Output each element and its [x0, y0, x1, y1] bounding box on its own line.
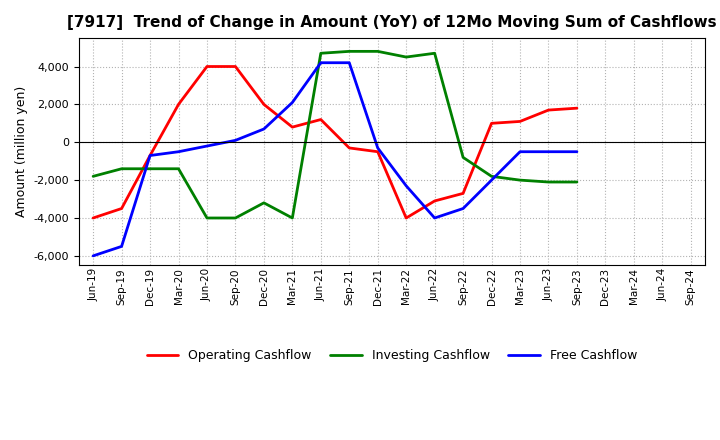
Free Cashflow [374, 145, 382, 150]
Operating Cashflow [117, 206, 126, 211]
Operating Cashflow [231, 64, 240, 69]
Free Cashflow [544, 149, 553, 154]
Line: Investing Cashflow: Investing Cashflow [93, 51, 577, 218]
Operating Cashflow [402, 215, 410, 220]
Operating Cashflow [260, 102, 269, 107]
Investing Cashflow [89, 174, 97, 179]
Line: Operating Cashflow: Operating Cashflow [93, 66, 577, 218]
Operating Cashflow [572, 106, 581, 111]
Free Cashflow [202, 143, 211, 149]
Investing Cashflow [459, 155, 467, 160]
Free Cashflow [487, 177, 496, 183]
Investing Cashflow [374, 49, 382, 54]
Operating Cashflow [516, 119, 524, 124]
Investing Cashflow [516, 177, 524, 183]
Investing Cashflow [431, 51, 439, 56]
Investing Cashflow [288, 215, 297, 220]
Operating Cashflow [317, 117, 325, 122]
Investing Cashflow [572, 180, 581, 185]
Free Cashflow [145, 153, 154, 158]
Free Cashflow [345, 60, 354, 66]
Operating Cashflow [145, 153, 154, 158]
Free Cashflow [459, 206, 467, 211]
Investing Cashflow [544, 180, 553, 185]
Operating Cashflow [459, 191, 467, 196]
Investing Cashflow [231, 215, 240, 220]
Investing Cashflow [345, 49, 354, 54]
Investing Cashflow [174, 166, 183, 172]
Investing Cashflow [402, 55, 410, 60]
Free Cashflow [572, 149, 581, 154]
Y-axis label: Amount (million yen): Amount (million yen) [15, 86, 28, 217]
Investing Cashflow [260, 200, 269, 205]
Free Cashflow [516, 149, 524, 154]
Free Cashflow [260, 126, 269, 132]
Free Cashflow [431, 215, 439, 220]
Investing Cashflow [317, 51, 325, 56]
Operating Cashflow [288, 125, 297, 130]
Investing Cashflow [202, 215, 211, 220]
Free Cashflow [402, 183, 410, 188]
Operating Cashflow [374, 149, 382, 154]
Free Cashflow [117, 244, 126, 249]
Line: Free Cashflow: Free Cashflow [93, 63, 577, 256]
Free Cashflow [89, 253, 97, 259]
Free Cashflow [174, 149, 183, 154]
Operating Cashflow [544, 107, 553, 113]
Investing Cashflow [487, 174, 496, 179]
Operating Cashflow [202, 64, 211, 69]
Investing Cashflow [117, 166, 126, 172]
Investing Cashflow [145, 166, 154, 172]
Operating Cashflow [487, 121, 496, 126]
Operating Cashflow [89, 215, 97, 220]
Operating Cashflow [174, 102, 183, 107]
Free Cashflow [288, 100, 297, 105]
Operating Cashflow [345, 145, 354, 150]
Free Cashflow [317, 60, 325, 66]
Operating Cashflow [431, 198, 439, 204]
Free Cashflow [231, 138, 240, 143]
Title: [7917]  Trend of Change in Amount (YoY) of 12Mo Moving Sum of Cashflows: [7917] Trend of Change in Amount (YoY) o… [67, 15, 717, 30]
Legend: Operating Cashflow, Investing Cashflow, Free Cashflow: Operating Cashflow, Investing Cashflow, … [142, 344, 642, 367]
